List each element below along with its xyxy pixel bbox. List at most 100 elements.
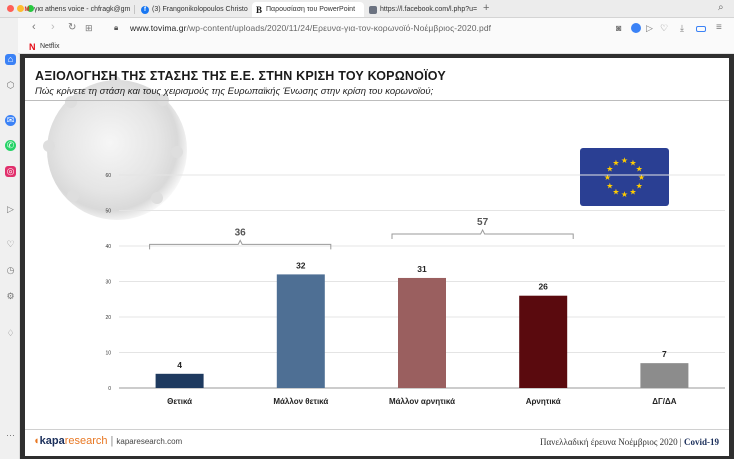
tab-bar: M για athens voice - chfragk@gm f (3) Fr…: [0, 0, 734, 18]
tab-facebook-link[interactable]: https://l.facebook.com/l.php?u=: [366, 2, 478, 17]
group-total-label: 57: [477, 217, 489, 228]
download-icon[interactable]: ⤓: [680, 23, 684, 33]
y-tick-label: 20: [105, 315, 111, 321]
facebook-icon: f: [141, 5, 149, 14]
bar: [155, 373, 204, 388]
netflix-icon: N: [29, 42, 36, 52]
home-icon[interactable]: ⌂: [5, 54, 16, 65]
pdf-viewer: ΑΞΙΟΛΟΓΗΣΗ ΤΗΣ ΣΤΑΣΗΣ ΤΗΣ Ε.Ε. ΣΤΗΝ ΚΡΙΣ…: [20, 54, 734, 459]
eu-star-icon: ★: [629, 188, 636, 197]
zoom-window-button[interactable]: [27, 5, 34, 12]
eu-star-icon: ★: [636, 182, 643, 191]
address-bar: ‹ › ↻ ⊞ 🔒︎ www.tovima.gr/wp-content/uplo…: [18, 18, 734, 40]
y-tick-label: 50: [105, 209, 111, 215]
y-tick-label: 0: [108, 386, 111, 392]
x-tick-label: Θετικά: [167, 397, 192, 406]
eu-star-icon: ★: [621, 190, 628, 199]
gmail-icon: M: [24, 6, 30, 13]
eu-star-icon: ★: [629, 158, 636, 167]
eu-star-icon: ★: [636, 165, 643, 174]
history-icon[interactable]: ◷: [6, 265, 15, 275]
logo-brand: kapa: [39, 435, 65, 447]
tabs-grid-icon[interactable]: ⊞: [85, 23, 93, 33]
bar: [519, 295, 568, 388]
coronavirus-image: [43, 76, 187, 220]
forward-icon[interactable]: ›: [51, 21, 55, 33]
eu-star-icon: ★: [606, 165, 613, 174]
lock-icon: 🔒︎: [114, 23, 119, 32]
x-tick-label: Μάλλον αρνητικά: [389, 397, 455, 406]
tab-facebook[interactable]: f (3) Frangonikolopoulos Christo: [138, 2, 250, 17]
bar-value-label: 26: [538, 282, 548, 292]
extensions-icon[interactable]: ⬡: [6, 80, 15, 90]
slide-title: ΑΞΙΟΛΟΓΗΣΗ ΤΗΣ ΣΤΑΣΗΣ ΤΗΣ Ε.Ε. ΣΤΗΝ ΚΡΙΣ…: [35, 69, 446, 83]
group-bracket: [149, 239, 332, 250]
new-tab-icon[interactable]: +: [483, 2, 490, 14]
heart-icon[interactable]: ♡: [660, 23, 669, 33]
tab-gmail[interactable]: M για athens voice - chfragk@gm: [20, 2, 132, 17]
bar: [640, 363, 689, 388]
eu-star-icon: ★: [612, 188, 619, 197]
footer-note: Πανελλαδική έρευνα Νοέμβριος 2020 | Covi…: [540, 437, 719, 447]
search-tabs-icon[interactable]: ⌕: [718, 2, 724, 13]
eu-star-icon: ★: [604, 173, 611, 182]
eu-star-icon: ★: [612, 158, 619, 167]
url-field[interactable]: www.tovima.gr/wp-content/uploads/2020/11…: [130, 23, 491, 33]
back-icon[interactable]: ‹: [32, 21, 36, 33]
share-icon[interactable]: ▷: [646, 23, 653, 33]
url-host: www.tovima.gr: [130, 23, 187, 33]
title-divider: [25, 100, 729, 101]
reload-icon[interactable]: ↻: [68, 22, 77, 33]
footer-survey: Πανελλαδική έρευνα Νοέμβριος 2020: [540, 437, 678, 447]
bar: [276, 274, 325, 388]
x-tick-label: Μάλλον θετικά: [273, 397, 328, 406]
eu-star-icon: ★: [621, 156, 628, 165]
kapa-logo-icon: ◖: [33, 435, 40, 447]
bar-value-label: 4: [177, 360, 182, 370]
favorites-icon[interactable]: ♡: [6, 239, 15, 249]
tab-label: για athens voice - chfragk@gm: [34, 6, 131, 13]
lightbulb-icon[interactable]: ♢: [6, 328, 15, 338]
y-tick-label: 30: [105, 280, 111, 286]
whatsapp-icon[interactable]: ✆: [5, 140, 16, 151]
x-tick-label: Αρνητικά: [526, 397, 561, 406]
logo-research: research: [64, 435, 108, 447]
y-tick-label: 10: [105, 351, 111, 357]
messenger-icon[interactable]: ✉: [5, 115, 16, 126]
tab-powerpoint[interactable]: B Παρουσίαση του PowerPoint: [252, 2, 364, 17]
group-total-label: 36: [235, 227, 247, 238]
battery-icon[interactable]: [696, 26, 706, 32]
bar-value-label: 31: [417, 264, 427, 274]
logo-site: kaparesearch.com: [116, 437, 183, 446]
footer-covid: Covid-19: [683, 437, 719, 447]
bookmarks-bar: N Netflix: [18, 40, 734, 54]
x-tick-label: ΔΓ/ΔΑ: [652, 397, 677, 406]
eu-star-icon: ★: [606, 182, 613, 191]
send-icon[interactable]: ▷: [7, 204, 14, 214]
group-bracket: [391, 228, 574, 239]
bar-value-label: 7: [662, 349, 667, 359]
more-icon[interactable]: ⋯: [6, 430, 15, 440]
kapa-research-logo: ◖kaparesearch | kaparesearch.com: [33, 435, 183, 447]
url-path: /wp-content/uploads/2020/11/24/Ερευνα-γι…: [186, 23, 492, 33]
page-icon: [369, 5, 377, 14]
camera-icon[interactable]: ◙: [616, 23, 622, 33]
instagram-icon[interactable]: ◎: [5, 166, 16, 177]
shield-icon[interactable]: [631, 23, 641, 33]
eu-flag-icon: ★ ★ ★ ★ ★ ★ ★ ★ ★ ★ ★ ★: [580, 148, 669, 206]
bar-chart: 0 10 20 30 40 50 60 4 Θετικά 32 Μάλλον θετικά 31 Μά…: [105, 173, 725, 406]
y-tick-label: 40: [105, 244, 111, 250]
tab-label: Παρουσίαση του PowerPoint: [266, 6, 356, 13]
bookmark-netflix[interactable]: Netflix: [40, 43, 60, 50]
minimize-window-button[interactable]: [17, 5, 24, 12]
menu-icon[interactable]: ≡: [716, 22, 722, 33]
y-tick-label: 60: [105, 173, 111, 179]
footer-divider: [25, 429, 729, 430]
pdf-page: ΑΞΙΟΛΟΓΗΣΗ ΤΗΣ ΣΤΑΣΗΣ ΤΗΣ Ε.Ε. ΣΤΗΝ ΚΡΙΣ…: [25, 58, 729, 456]
slide-subtitle: Πώς κρίνετε τη στάση και τους χειρισμούς…: [35, 86, 434, 97]
close-window-button[interactable]: [7, 5, 14, 12]
settings-gear-icon[interactable]: ⚙: [6, 291, 15, 301]
tab-label: https://l.facebook.com/l.php?u=: [380, 6, 478, 13]
bar: [398, 277, 446, 388]
eu-star-icon: ★: [638, 173, 645, 182]
